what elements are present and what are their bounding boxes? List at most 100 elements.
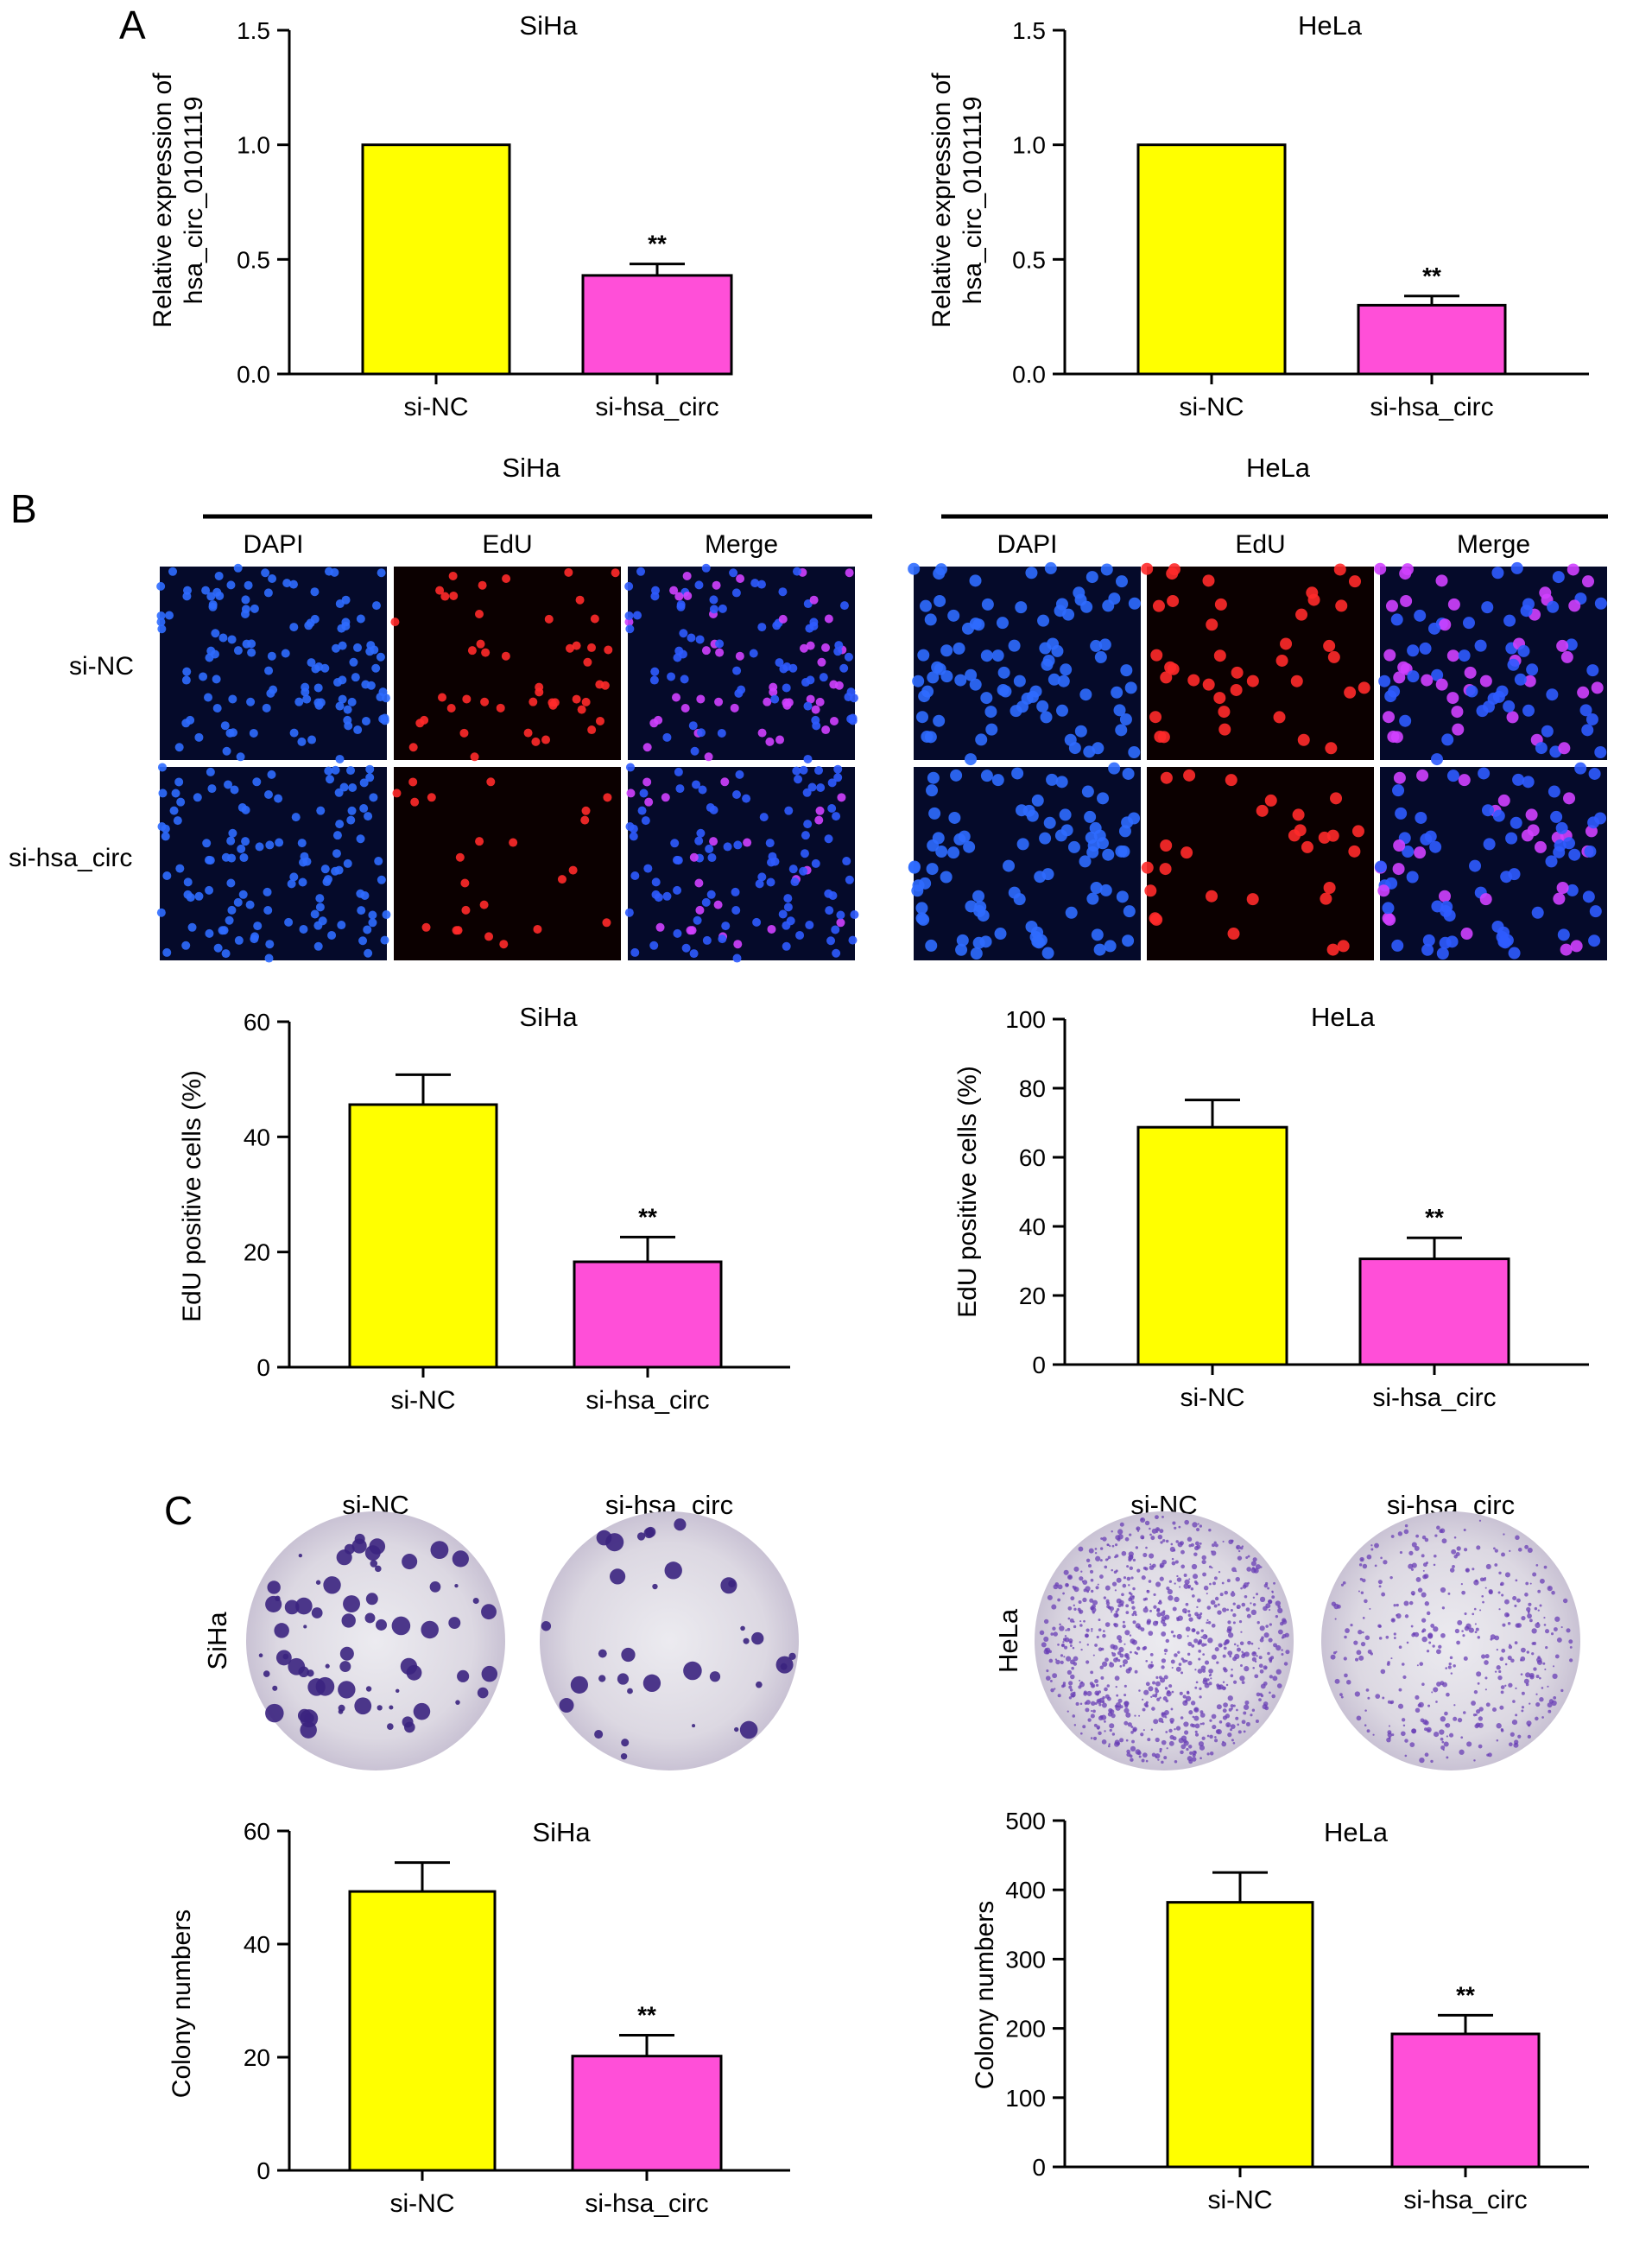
colony bbox=[1331, 1601, 1337, 1606]
cell-nucleus bbox=[927, 771, 940, 784]
cell-nucleus bbox=[1479, 893, 1492, 906]
colony bbox=[1141, 1758, 1145, 1763]
cell-nucleus bbox=[674, 592, 684, 601]
colony bbox=[1252, 1596, 1256, 1599]
cell-nucleus bbox=[908, 562, 921, 575]
cell-nucleus bbox=[356, 834, 365, 844]
colony bbox=[664, 1561, 682, 1580]
cell-nucleus bbox=[954, 674, 967, 687]
colony bbox=[1401, 1663, 1405, 1666]
colony bbox=[1161, 1515, 1164, 1518]
colony bbox=[1109, 1723, 1115, 1729]
colony bbox=[1155, 1756, 1157, 1758]
colony bbox=[389, 1705, 394, 1710]
cell-nucleus bbox=[331, 866, 340, 876]
y-tick-label: 200 bbox=[1005, 2016, 1046, 2043]
cell-nucleus bbox=[1522, 776, 1535, 789]
colony bbox=[1465, 1568, 1469, 1572]
colony bbox=[1196, 1613, 1202, 1619]
cell-nucleus bbox=[227, 635, 237, 644]
colony bbox=[1419, 1662, 1424, 1666]
colony bbox=[1195, 1681, 1199, 1684]
colony bbox=[1474, 1623, 1477, 1625]
colony bbox=[1190, 1542, 1194, 1548]
colony bbox=[1551, 1590, 1555, 1595]
cell-nucleus bbox=[233, 897, 243, 907]
colony bbox=[1214, 1596, 1219, 1601]
cell-nucleus bbox=[580, 815, 590, 825]
colony bbox=[1086, 1628, 1090, 1632]
colony bbox=[1535, 1675, 1540, 1679]
cell-nucleus bbox=[366, 681, 376, 690]
colony bbox=[1187, 1745, 1193, 1749]
cell-nucleus bbox=[731, 887, 740, 896]
colony bbox=[1111, 1530, 1113, 1533]
cell-nucleus bbox=[233, 646, 243, 656]
colony bbox=[1149, 1609, 1152, 1612]
cell-nucleus bbox=[1037, 614, 1050, 627]
cell-nucleus bbox=[213, 943, 223, 953]
cell-nucleus bbox=[378, 714, 388, 724]
colony bbox=[1231, 1567, 1237, 1573]
cell-nucleus bbox=[1102, 848, 1115, 861]
cell-nucleus bbox=[263, 906, 273, 915]
colony bbox=[1463, 1656, 1468, 1661]
cell-nucleus bbox=[1292, 808, 1305, 821]
cell-nucleus bbox=[157, 763, 167, 772]
colony bbox=[1130, 1731, 1134, 1734]
colony bbox=[1398, 1645, 1402, 1650]
colony bbox=[1164, 1687, 1168, 1690]
colony bbox=[1187, 1661, 1193, 1666]
colony bbox=[1080, 1570, 1083, 1573]
colony bbox=[1485, 1702, 1491, 1707]
cell-nucleus bbox=[202, 839, 212, 848]
colony bbox=[275, 1650, 292, 1666]
colony bbox=[1197, 1523, 1199, 1525]
colony bbox=[1250, 1642, 1254, 1645]
colony bbox=[1222, 1740, 1225, 1744]
colony bbox=[1421, 1630, 1425, 1633]
cell-nucleus bbox=[264, 666, 274, 675]
colony bbox=[1426, 1611, 1431, 1616]
colony bbox=[627, 1688, 633, 1694]
cell-nucleus bbox=[1517, 644, 1530, 657]
colony bbox=[477, 1687, 489, 1699]
colony bbox=[1520, 1647, 1526, 1653]
cell-nucleus bbox=[1505, 832, 1518, 845]
cell-nucleus bbox=[410, 797, 420, 807]
colony bbox=[1142, 1566, 1147, 1570]
colony bbox=[1402, 1675, 1407, 1680]
cell-nucleus bbox=[611, 568, 620, 578]
colony bbox=[596, 1530, 612, 1546]
colony bbox=[1057, 1694, 1061, 1698]
colony bbox=[1190, 1723, 1194, 1727]
colony bbox=[1203, 1677, 1208, 1682]
colony bbox=[1528, 1602, 1532, 1606]
cell-nucleus bbox=[1447, 598, 1460, 611]
colony bbox=[1184, 1700, 1188, 1703]
microscopy-cell-line-title: HeLa bbox=[1246, 453, 1311, 483]
cell-nucleus bbox=[455, 852, 465, 862]
colony bbox=[1073, 1662, 1078, 1666]
cell-nucleus bbox=[752, 917, 762, 927]
colony bbox=[1208, 1529, 1212, 1532]
colony bbox=[1213, 1604, 1218, 1608]
colony bbox=[1110, 1644, 1116, 1650]
colony bbox=[1155, 1675, 1159, 1679]
colony bbox=[1457, 1619, 1463, 1625]
cell-nucleus bbox=[1040, 711, 1053, 724]
colony bbox=[1343, 1656, 1347, 1661]
colony bbox=[1041, 1642, 1047, 1648]
colony bbox=[1086, 1558, 1091, 1562]
colony bbox=[1117, 1658, 1121, 1663]
cell-nucleus bbox=[1326, 829, 1339, 842]
colony bbox=[1225, 1722, 1231, 1728]
colony bbox=[1251, 1656, 1256, 1662]
colony bbox=[598, 1675, 606, 1682]
cell-nucleus bbox=[1594, 597, 1607, 610]
colony bbox=[1271, 1595, 1275, 1599]
cell-nucleus bbox=[630, 947, 640, 957]
colony bbox=[1079, 1576, 1084, 1581]
colony bbox=[339, 1661, 351, 1673]
colony bbox=[1390, 1535, 1395, 1538]
